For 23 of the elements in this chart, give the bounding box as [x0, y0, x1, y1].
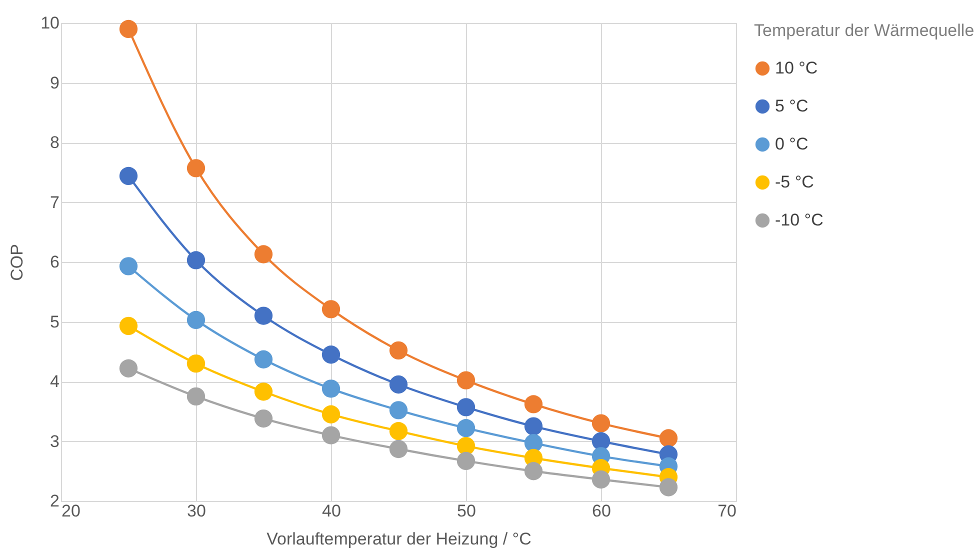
- x-tick-label: 50: [457, 502, 476, 520]
- legend-label: 0 °C: [775, 134, 808, 154]
- legend-label: -5 °C: [775, 172, 814, 192]
- y-tick-label: 8: [50, 133, 60, 152]
- legend-label: 10 °C: [775, 58, 818, 78]
- y-tick-label: 2: [50, 492, 60, 510]
- x-tick-label: 60: [592, 502, 611, 520]
- y-tick-label: 4: [50, 372, 60, 391]
- x-tick-label: 40: [322, 502, 341, 520]
- legend-label: -10 °C: [775, 210, 824, 230]
- x-tick-label: 30: [187, 502, 206, 520]
- y-tick-label: 7: [50, 192, 60, 212]
- x-tick-label: 20: [62, 502, 80, 520]
- x-axis-title: Vorlauftemperatur der Heizung / °C: [266, 530, 532, 548]
- y-tick-label: 5: [50, 312, 60, 332]
- y-tick-label: 6: [50, 252, 60, 272]
- legend-label: 5 °C: [775, 96, 808, 116]
- legend-title: Temperatur der Wärmequelle: [754, 21, 974, 40]
- y-tick-label: 3: [50, 432, 60, 451]
- y-axis-title: COP: [8, 244, 27, 281]
- y-tick-label: 10: [40, 14, 60, 32]
- x-tick-label: 70: [718, 502, 736, 520]
- y-tick-label: 9: [50, 73, 60, 92]
